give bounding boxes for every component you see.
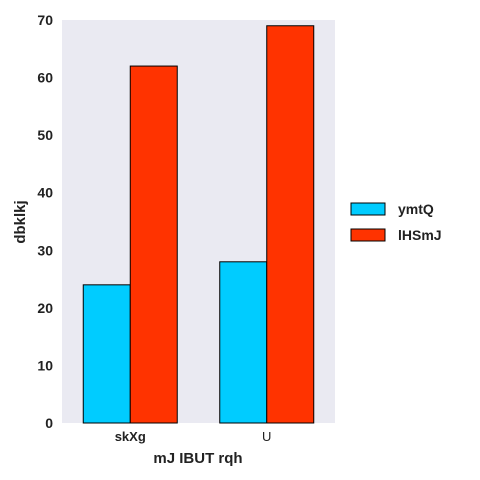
y-tick-label: 60 bbox=[37, 70, 53, 86]
y-tick-label: 40 bbox=[37, 185, 53, 201]
bars-group bbox=[82, 25, 315, 424]
x-tick-label: skXg bbox=[115, 429, 146, 444]
bar-ymtQ-skXg bbox=[82, 284, 131, 424]
x-axis-label: mJ IBUT rqh bbox=[153, 450, 242, 467]
y-tick-label: 0 bbox=[45, 415, 53, 431]
bar-ymtQ-U bbox=[219, 261, 268, 424]
y-tick-label: 50 bbox=[37, 127, 53, 143]
bar-lHSmJ-U bbox=[266, 25, 315, 424]
legend-swatch-ymtQ bbox=[350, 202, 386, 216]
legend-swatch-lHSmJ bbox=[350, 228, 386, 242]
legend: ymtQ lHSmJ bbox=[350, 201, 442, 243]
legend-label-lHSmJ: lHSmJ bbox=[398, 227, 442, 243]
y-tick-label: 70 bbox=[37, 12, 53, 28]
y-tick-label: 20 bbox=[37, 300, 53, 316]
bar-lHSmJ-skXg bbox=[129, 65, 178, 424]
y-tick-label: 30 bbox=[37, 242, 53, 258]
y-axis-ticks: 0 10 20 30 40 50 60 70 bbox=[37, 12, 53, 431]
y-axis-label: dbklkj bbox=[12, 200, 29, 243]
legend-label-ymtQ: ymtQ bbox=[398, 201, 434, 217]
y-tick-label: 10 bbox=[37, 357, 53, 373]
x-axis-ticks: skXg U bbox=[115, 429, 272, 444]
x-tick-label: U bbox=[262, 429, 271, 444]
